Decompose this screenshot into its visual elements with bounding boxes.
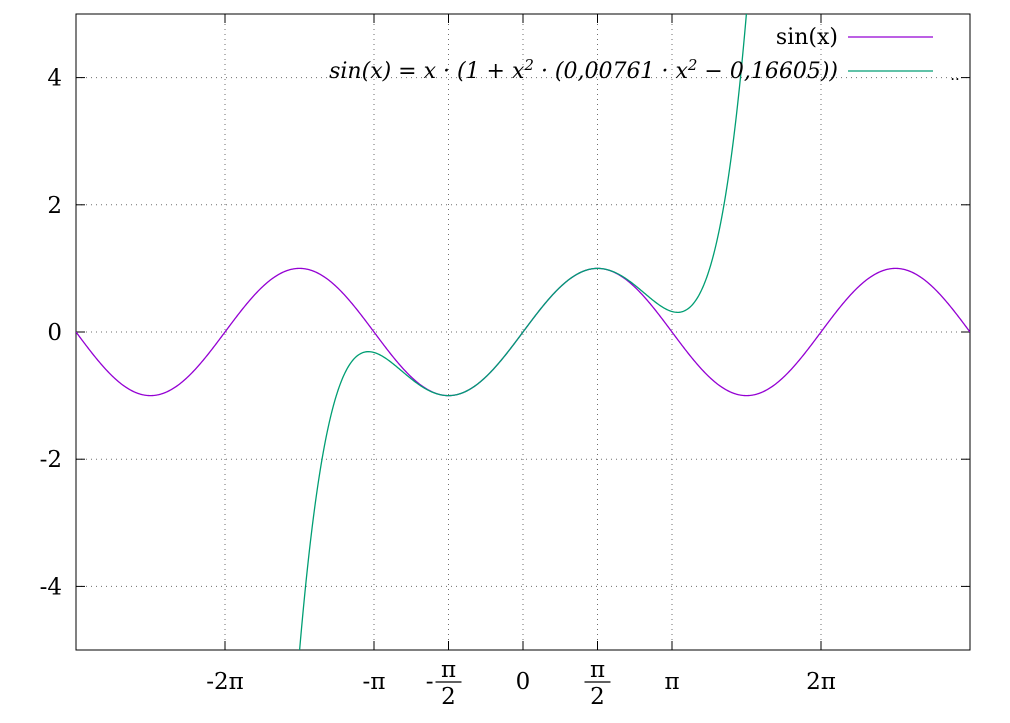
x-tick-fraction-denominator: 2 — [441, 684, 456, 710]
x-tick-label: -π — [363, 669, 386, 695]
x-axis-labels: -2π -π - π20 π2π 2π — [206, 657, 836, 710]
legend: sin(x) sin(x) = x · (1 + x2 · (0,00761 · … — [329, 25, 960, 84]
y-tick-label: 0 — [47, 320, 62, 346]
tick-marks — [76, 14, 970, 650]
series-group — [76, 14, 970, 650]
y-tick-label: -4 — [40, 574, 62, 600]
x-tick-label: -2π — [206, 669, 244, 695]
legend-label-approx: sin(x) = x · (1 + x2 · (0,00761 · x2 − 0… — [329, 56, 838, 84]
x-tick-fraction-numerator: π — [441, 657, 456, 683]
x-tick-label-minus: - — [426, 669, 434, 695]
x-tick-fraction-denominator: 2 — [590, 684, 605, 710]
legend-label-sin: sin(x) — [776, 25, 838, 50]
y-tick-label: 2 — [47, 193, 62, 219]
y-tick-label: 4 — [47, 66, 62, 92]
y-axis-labels: -4 -2 0 2 4 — [40, 66, 62, 601]
x-tick-fraction-numerator: π — [590, 657, 605, 683]
y-tick-label: -2 — [40, 447, 62, 473]
x-tick-label: π — [664, 669, 679, 695]
legend-ellipsis: .. — [950, 66, 960, 84]
x-tick-label: 2π — [806, 669, 836, 695]
series-approx-curve — [298, 14, 748, 650]
x-tick-label: 0 — [516, 669, 531, 695]
